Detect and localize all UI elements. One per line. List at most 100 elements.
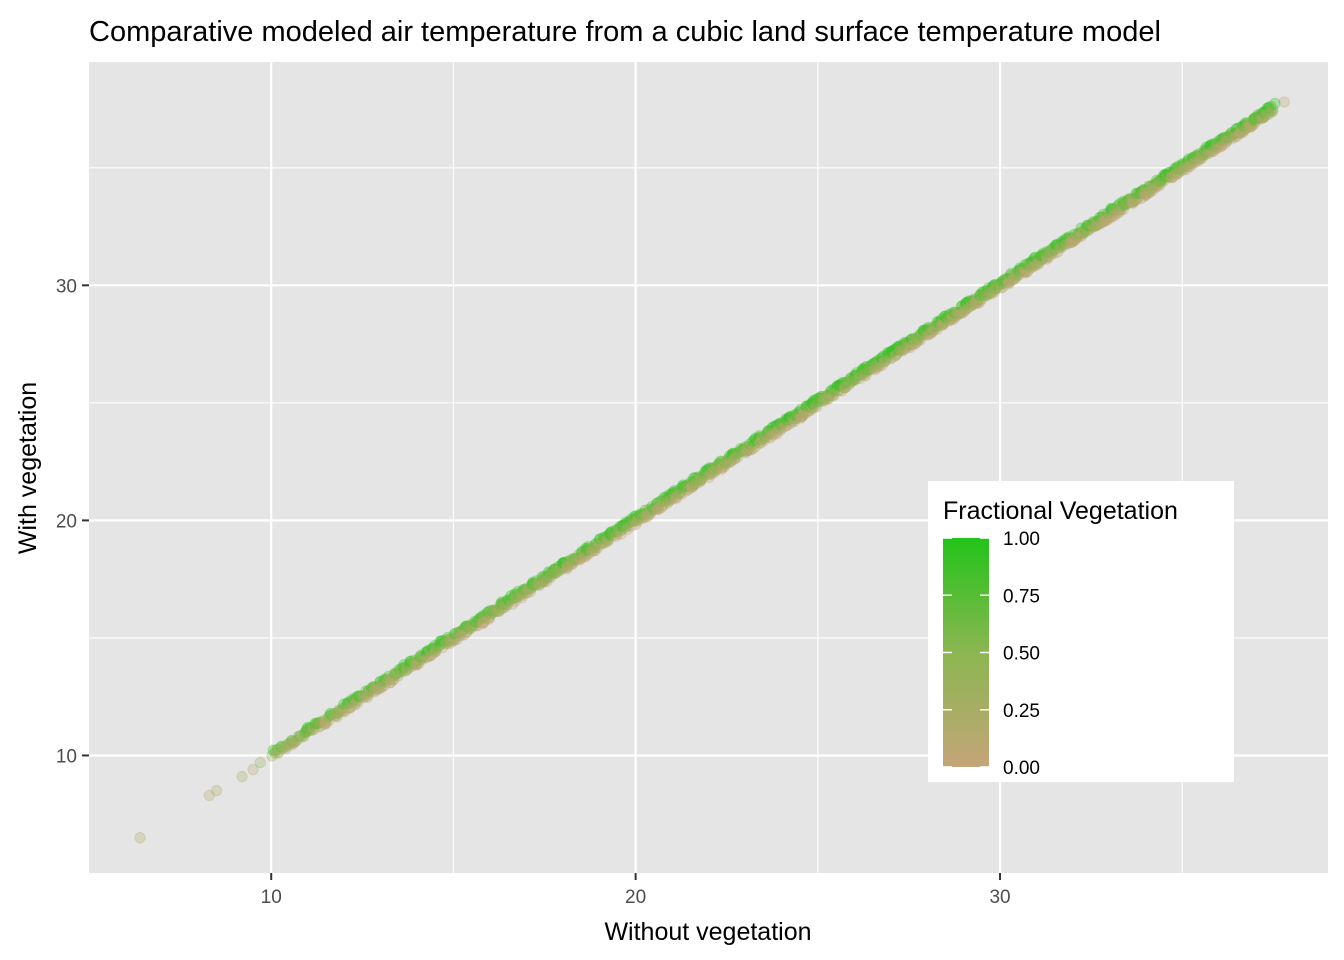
data-point bbox=[589, 541, 601, 553]
data-point bbox=[301, 723, 314, 735]
data-point bbox=[1143, 184, 1155, 197]
data-point bbox=[1002, 272, 1015, 285]
data-point bbox=[1137, 187, 1149, 199]
data-point bbox=[1215, 140, 1227, 152]
data-point bbox=[840, 381, 852, 393]
data-point bbox=[292, 730, 305, 743]
data-point bbox=[833, 379, 845, 391]
data-point bbox=[1106, 209, 1119, 222]
data-point bbox=[719, 456, 731, 469]
x-tick-label: 30 bbox=[989, 887, 1010, 908]
data-point bbox=[664, 493, 676, 505]
data-point bbox=[788, 415, 801, 428]
data-point bbox=[1045, 245, 1057, 257]
data-point bbox=[451, 633, 463, 645]
data-point bbox=[1139, 188, 1152, 200]
data-point bbox=[1008, 268, 1020, 280]
data-point bbox=[972, 296, 984, 308]
data-point bbox=[408, 657, 421, 669]
data-point bbox=[860, 369, 872, 382]
data-point bbox=[374, 676, 386, 688]
data-point bbox=[589, 542, 602, 554]
data-point bbox=[1198, 144, 1211, 156]
data-points bbox=[134, 96, 1290, 844]
data-point bbox=[973, 297, 986, 309]
data-point bbox=[1248, 118, 1261, 130]
data-point bbox=[909, 338, 921, 350]
data-point bbox=[1143, 181, 1156, 193]
data-point bbox=[579, 544, 592, 557]
data-point bbox=[773, 423, 785, 435]
data-point bbox=[855, 365, 868, 378]
data-point bbox=[753, 430, 766, 442]
data-point bbox=[832, 384, 845, 396]
data-point bbox=[1223, 131, 1236, 144]
data-point bbox=[753, 431, 766, 443]
data-point bbox=[1182, 157, 1195, 170]
data-point bbox=[585, 545, 598, 558]
data-point bbox=[1068, 228, 1081, 240]
data-point bbox=[1130, 187, 1143, 199]
data-point bbox=[856, 364, 868, 376]
data-point bbox=[762, 427, 774, 439]
data-point bbox=[284, 738, 297, 750]
data-point bbox=[353, 691, 366, 703]
data-point bbox=[1020, 266, 1033, 278]
data-point bbox=[1099, 213, 1112, 226]
data-point bbox=[1164, 168, 1176, 180]
data-point bbox=[1002, 274, 1014, 287]
data-point bbox=[1166, 166, 1179, 179]
data-point bbox=[717, 458, 729, 471]
data-point bbox=[1261, 102, 1273, 114]
data-point bbox=[1143, 180, 1155, 192]
data-point bbox=[337, 705, 349, 718]
data-point bbox=[715, 463, 728, 475]
x-tick-label: 10 bbox=[261, 887, 282, 908]
data-point bbox=[1080, 223, 1093, 236]
data-point bbox=[280, 743, 292, 755]
data-point bbox=[602, 534, 615, 546]
data-point bbox=[1140, 189, 1152, 201]
data-point bbox=[948, 313, 960, 325]
data-point bbox=[566, 558, 579, 571]
data-point bbox=[589, 540, 602, 552]
data-point bbox=[1011, 269, 1023, 281]
data-point bbox=[283, 737, 295, 750]
data-point bbox=[884, 346, 897, 359]
data-point bbox=[398, 662, 410, 674]
data-point bbox=[577, 551, 590, 563]
data-point bbox=[1195, 149, 1207, 162]
data-point bbox=[713, 459, 726, 471]
data-point bbox=[314, 716, 327, 728]
data-point bbox=[1176, 158, 1189, 170]
data-point bbox=[688, 478, 700, 490]
data-point bbox=[397, 664, 409, 677]
data-point bbox=[313, 716, 326, 729]
data-point bbox=[804, 400, 817, 413]
data-point bbox=[705, 465, 717, 477]
data-point bbox=[422, 650, 435, 663]
data-point bbox=[362, 685, 375, 697]
data-point bbox=[381, 673, 393, 685]
data-point bbox=[1171, 161, 1183, 173]
data-point bbox=[680, 480, 692, 493]
data-point bbox=[806, 401, 819, 414]
data-point bbox=[333, 704, 345, 716]
data-point bbox=[320, 717, 332, 730]
data-point bbox=[981, 288, 993, 301]
data-point bbox=[1126, 196, 1138, 208]
data-point bbox=[838, 379, 850, 391]
data-point bbox=[611, 528, 623, 540]
data-point bbox=[729, 453, 741, 465]
data-point bbox=[519, 583, 531, 596]
data-point bbox=[985, 286, 998, 298]
data-point bbox=[987, 285, 1000, 297]
data-point bbox=[501, 598, 514, 611]
data-point bbox=[531, 575, 543, 587]
data-point bbox=[714, 455, 726, 468]
data-point bbox=[1245, 119, 1258, 132]
data-point bbox=[1063, 232, 1075, 244]
data-point bbox=[1239, 123, 1251, 135]
data-point bbox=[441, 637, 453, 650]
data-point bbox=[720, 457, 732, 470]
